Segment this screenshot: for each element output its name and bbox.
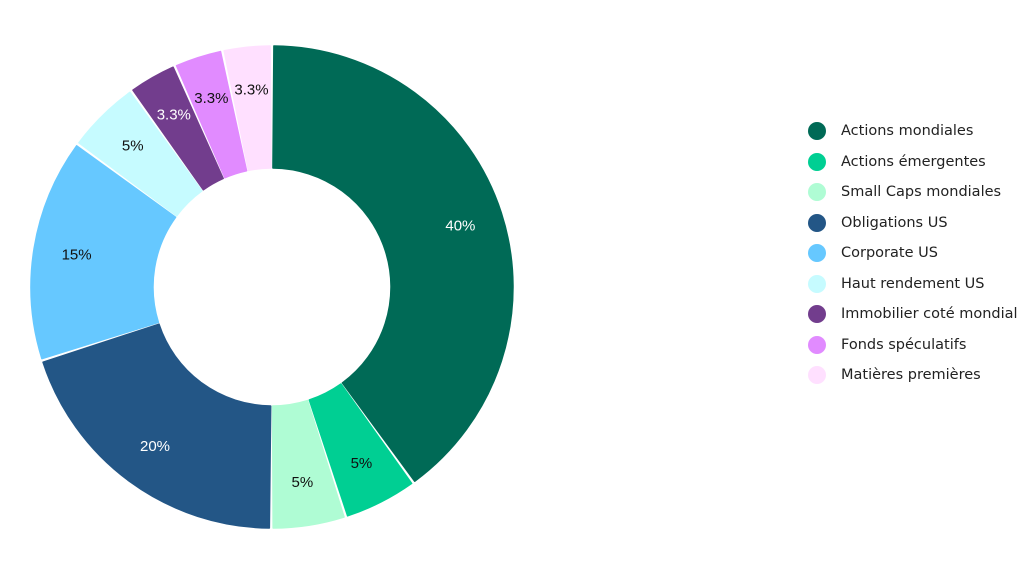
legend-swatch <box>808 122 826 141</box>
slice-actions-mondiales <box>272 45 514 482</box>
legend-swatch <box>808 183 826 202</box>
legend-swatch <box>808 274 826 293</box>
slice-label-actions-emergentes: 5% <box>351 455 373 472</box>
legend-swatch <box>808 366 826 385</box>
legend-swatch <box>808 244 826 263</box>
legend-swatch <box>808 152 826 171</box>
legend-label: Small Caps mondiales <box>841 184 1002 201</box>
legend-label: Fonds spéculatifs <box>841 336 967 353</box>
legend-item-immobilier-cote-mondial: Immobilier coté mondial <box>808 299 1018 330</box>
legend-swatch <box>808 213 826 232</box>
slice-immobilier-cote-mondial <box>132 66 224 191</box>
legend-item-haut-rendement-us: Haut rendement US <box>808 269 1018 300</box>
slice-small-caps-mondiales <box>271 399 345 529</box>
legend-item-fonds-speculatifs: Fonds spéculatifs <box>808 330 1018 361</box>
legend-label: Matières premières <box>841 367 981 384</box>
legend-label: Actions émergentes <box>841 153 986 170</box>
legend-label: Corporate US <box>841 245 938 262</box>
slice-actions-emergentes <box>308 383 413 517</box>
slice-matieres-premieres <box>223 45 272 172</box>
slice-label-fonds-speculatifs: 3.3% <box>194 90 228 107</box>
slice-fonds-speculatifs <box>175 50 248 179</box>
slice-label-matieres-premieres: 3.3% <box>234 82 268 99</box>
slice-label-small-caps-mondiales: 5% <box>292 474 314 491</box>
slice-labels-group: 40%5%5%20%15%5%3.3%3.3% 3.3% <box>62 82 476 492</box>
slice-label-obligations-us: 20% <box>140 438 170 455</box>
slice-obligations-us <box>42 323 272 529</box>
legend-label: Actions mondiales <box>841 123 974 140</box>
slices-group <box>30 45 514 529</box>
legend-item-actions-emergentes: Actions émergentes <box>808 147 1018 178</box>
legend: Actions mondiales Actions émergentes Small… <box>808 116 1018 391</box>
slice-corporate-us <box>30 145 177 360</box>
legend-item-actions-mondiales: Actions mondiales <box>808 116 1018 147</box>
legend-item-matieres-premieres: Matières premières <box>808 360 1018 391</box>
slice-haut-rendement-us <box>78 91 203 217</box>
legend-item-obligations-us: Obligations US <box>808 208 1018 239</box>
slice-label-haut-rendement-us: 5% <box>122 138 144 155</box>
legend-item-small-caps-mondiales: Small Caps mondiales <box>808 177 1018 208</box>
legend-label: Obligations US <box>841 214 948 231</box>
legend-item-corporate-us: Corporate US <box>808 238 1018 269</box>
slice-label-corporate-us: 15% <box>62 247 92 264</box>
legend-swatch <box>808 305 826 324</box>
slice-label-immobilier-cote-mondial: 3.3% <box>157 107 191 124</box>
legend-swatch <box>808 335 826 354</box>
legend-label: Haut rendement US <box>841 275 985 292</box>
legend-label: Immobilier coté mondial <box>841 306 1018 323</box>
slice-label-actions-mondiales: 40% <box>445 218 475 235</box>
